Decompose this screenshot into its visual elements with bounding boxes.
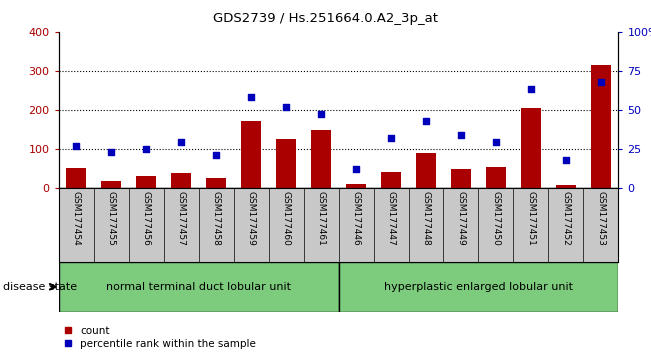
Text: GSM177446: GSM177446 (352, 191, 361, 246)
Point (246, 95, 256, 100)
Point (561, 157, 571, 162)
Bar (591, 65, 611, 188)
Bar (557, 184, 575, 188)
Point (526, 87, 536, 92)
Bar (66, 168, 86, 188)
Text: GSM177456: GSM177456 (141, 191, 150, 246)
Text: GSM177449: GSM177449 (456, 191, 465, 246)
Text: disease state: disease state (3, 282, 77, 292)
Point (141, 146, 151, 152)
Point (106, 149, 117, 155)
Point (386, 135, 396, 141)
Text: GDS2739 / Hs.251664.0.A2_3p_at: GDS2739 / Hs.251664.0.A2_3p_at (213, 12, 438, 25)
Text: GSM177447: GSM177447 (387, 191, 396, 246)
Text: GSM177452: GSM177452 (561, 191, 570, 246)
Text: GSM177450: GSM177450 (492, 191, 501, 246)
Text: GSM177460: GSM177460 (281, 191, 290, 246)
Bar (339, 262, 618, 312)
Point (211, 152, 221, 158)
Bar (311, 130, 331, 188)
Text: GSM177459: GSM177459 (247, 191, 256, 246)
Bar (277, 139, 296, 188)
Text: GSM177461: GSM177461 (316, 191, 326, 246)
Bar (521, 108, 540, 188)
Point (71, 143, 81, 148)
Bar (171, 173, 191, 188)
Point (491, 139, 501, 145)
Bar (417, 153, 436, 188)
Bar (486, 167, 506, 188)
Point (316, 112, 326, 117)
Text: hyperplastic enlarged lobular unit: hyperplastic enlarged lobular unit (384, 282, 573, 292)
Point (596, 79, 606, 85)
Bar (242, 121, 260, 188)
Text: GSM177458: GSM177458 (212, 191, 221, 246)
Text: GSM177454: GSM177454 (72, 191, 81, 246)
Text: GSM177457: GSM177457 (176, 191, 186, 246)
Bar (137, 176, 156, 188)
Bar (451, 169, 471, 188)
Text: GSM177453: GSM177453 (596, 191, 605, 246)
Point (281, 104, 291, 109)
Text: GSM177455: GSM177455 (107, 191, 116, 246)
Point (351, 166, 361, 172)
Bar (381, 172, 400, 188)
Point (176, 139, 186, 145)
Text: GSM177448: GSM177448 (421, 191, 430, 246)
Legend: count, percentile rank within the sample: count, percentile rank within the sample (64, 326, 256, 349)
Point (456, 132, 466, 137)
Bar (206, 178, 226, 188)
Text: GSM177451: GSM177451 (527, 191, 536, 246)
Bar (59, 262, 339, 312)
Text: normal terminal duct lobular unit: normal terminal duct lobular unit (106, 282, 291, 292)
Point (421, 118, 431, 124)
Bar (102, 181, 120, 188)
Bar (346, 184, 366, 188)
